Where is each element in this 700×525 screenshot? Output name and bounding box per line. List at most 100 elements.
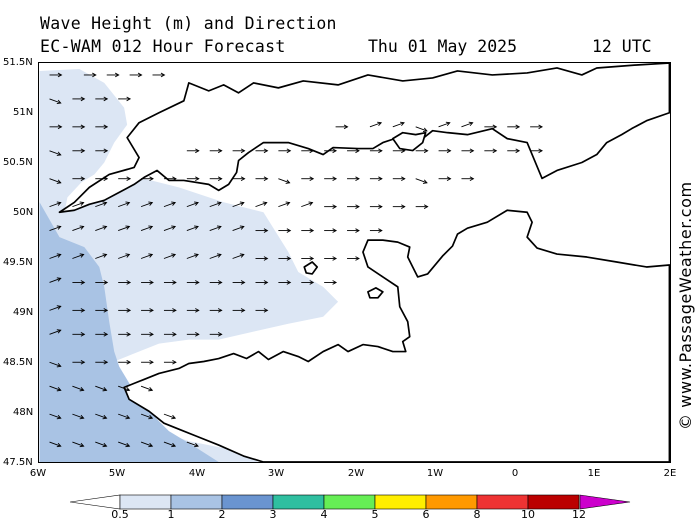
arrow-head (79, 201, 85, 206)
arrow-head (263, 308, 269, 313)
arrow-head (56, 329, 62, 334)
wave-direction-arrow (49, 361, 61, 367)
scale-box (476, 494, 529, 510)
arrow-head (195, 280, 200, 285)
arrow-head (126, 176, 132, 182)
arrow-head (194, 253, 199, 258)
wave-direction-arrow (369, 122, 382, 128)
wave-direction-arrow (49, 413, 61, 419)
arrow-head (56, 363, 62, 368)
arrow-head (160, 72, 166, 78)
arrow-head (171, 442, 177, 448)
arrow-head (56, 225, 62, 230)
arrow-head (80, 359, 86, 365)
arrow-head (103, 148, 109, 154)
lon-label: 3W (267, 468, 285, 479)
scale-label: 8 (473, 508, 481, 521)
arrow-head (445, 121, 451, 127)
wave-direction-arrow (49, 385, 61, 391)
wave-direction-arrow (95, 441, 107, 447)
arrow-head (102, 201, 108, 206)
arrow-head (148, 201, 154, 206)
arrow-head (57, 124, 63, 130)
england-coast (58, 63, 670, 214)
arrow-head (468, 121, 474, 127)
arrow-head (149, 308, 154, 313)
arrow-head (538, 148, 543, 154)
scale-box (272, 494, 325, 510)
wave-direction-arrow (140, 202, 153, 208)
wave-direction-arrow (72, 226, 84, 232)
arrow-head (148, 253, 154, 258)
arrow-head (103, 359, 109, 365)
arrow-head (125, 253, 131, 258)
arrow-head (172, 280, 177, 285)
france-coast (123, 209, 670, 462)
arrow-head (172, 359, 177, 365)
wave-direction-arrow (140, 385, 153, 391)
arrow-head (263, 228, 269, 233)
arrow-head (126, 308, 132, 313)
scale-box (323, 494, 376, 510)
wave-direction-arrow (49, 98, 61, 104)
arrow-head (263, 280, 269, 285)
arrow-head (309, 176, 315, 182)
arrow-head (125, 225, 131, 230)
scale-label: 5 (371, 508, 379, 521)
map-title: Wave Height (m) and Direction (40, 14, 337, 33)
colour-scale (70, 494, 631, 510)
arrow-head (285, 201, 291, 206)
lon-label: 1W (426, 468, 444, 479)
arrow-head (515, 148, 521, 154)
arrow-head (286, 228, 292, 233)
wave-direction-arrow (49, 178, 61, 184)
credit-text: © www.PassageWeather.com (676, 181, 695, 430)
arrow-head (216, 225, 222, 230)
arrow-head (125, 442, 131, 448)
lat-label: 50N (13, 207, 34, 218)
scale-tip-high (579, 494, 631, 510)
arrow-head (148, 414, 154, 420)
arrow-head (240, 308, 246, 313)
arrow-head (400, 121, 405, 127)
wave-direction-arrow (118, 385, 130, 391)
wave-direction-arrow (209, 202, 222, 208)
arrow-head (355, 228, 360, 233)
arrow-head (378, 228, 383, 233)
arrow-head (309, 228, 315, 233)
lat-label: 49.5N (3, 257, 33, 268)
arrow-head (194, 201, 199, 206)
wave-direction-arrow (49, 305, 61, 311)
scale-box (374, 494, 427, 510)
wave-direction-arrow (118, 413, 130, 419)
arrow-head (355, 204, 360, 209)
arrow-head (240, 176, 246, 182)
forecast-subtitle: EC-WAM 012 Hour Forecast (40, 37, 286, 56)
wave-direction-arrow (95, 202, 107, 208)
wave-direction-arrow (95, 226, 107, 232)
wave-direction-arrow (255, 202, 267, 208)
arrow-head (149, 176, 154, 182)
arrow-head (92, 72, 97, 78)
arrow-head (171, 225, 177, 230)
wave-direction-arrow (49, 277, 61, 283)
arrow-head (286, 256, 292, 261)
arrow-head (103, 280, 109, 285)
arrow-head (80, 280, 86, 285)
arrow-head (309, 280, 315, 285)
arrow-head (469, 148, 475, 154)
wave-direction-arrow (232, 226, 244, 232)
arrow-head (378, 204, 383, 209)
wave-direction-arrow (95, 253, 107, 259)
lon-label: 2E (663, 468, 677, 479)
arrow-head (195, 308, 200, 313)
wave-direction-arrow (49, 202, 61, 208)
arrow-head (57, 72, 63, 78)
arrow-head (469, 176, 475, 182)
arrow-head (171, 414, 177, 420)
wave-direction-arrow (118, 253, 130, 259)
arrow-head (422, 127, 428, 132)
wave-direction-arrow (140, 253, 153, 259)
arrow-head (401, 204, 406, 209)
arrow-head (171, 201, 177, 206)
